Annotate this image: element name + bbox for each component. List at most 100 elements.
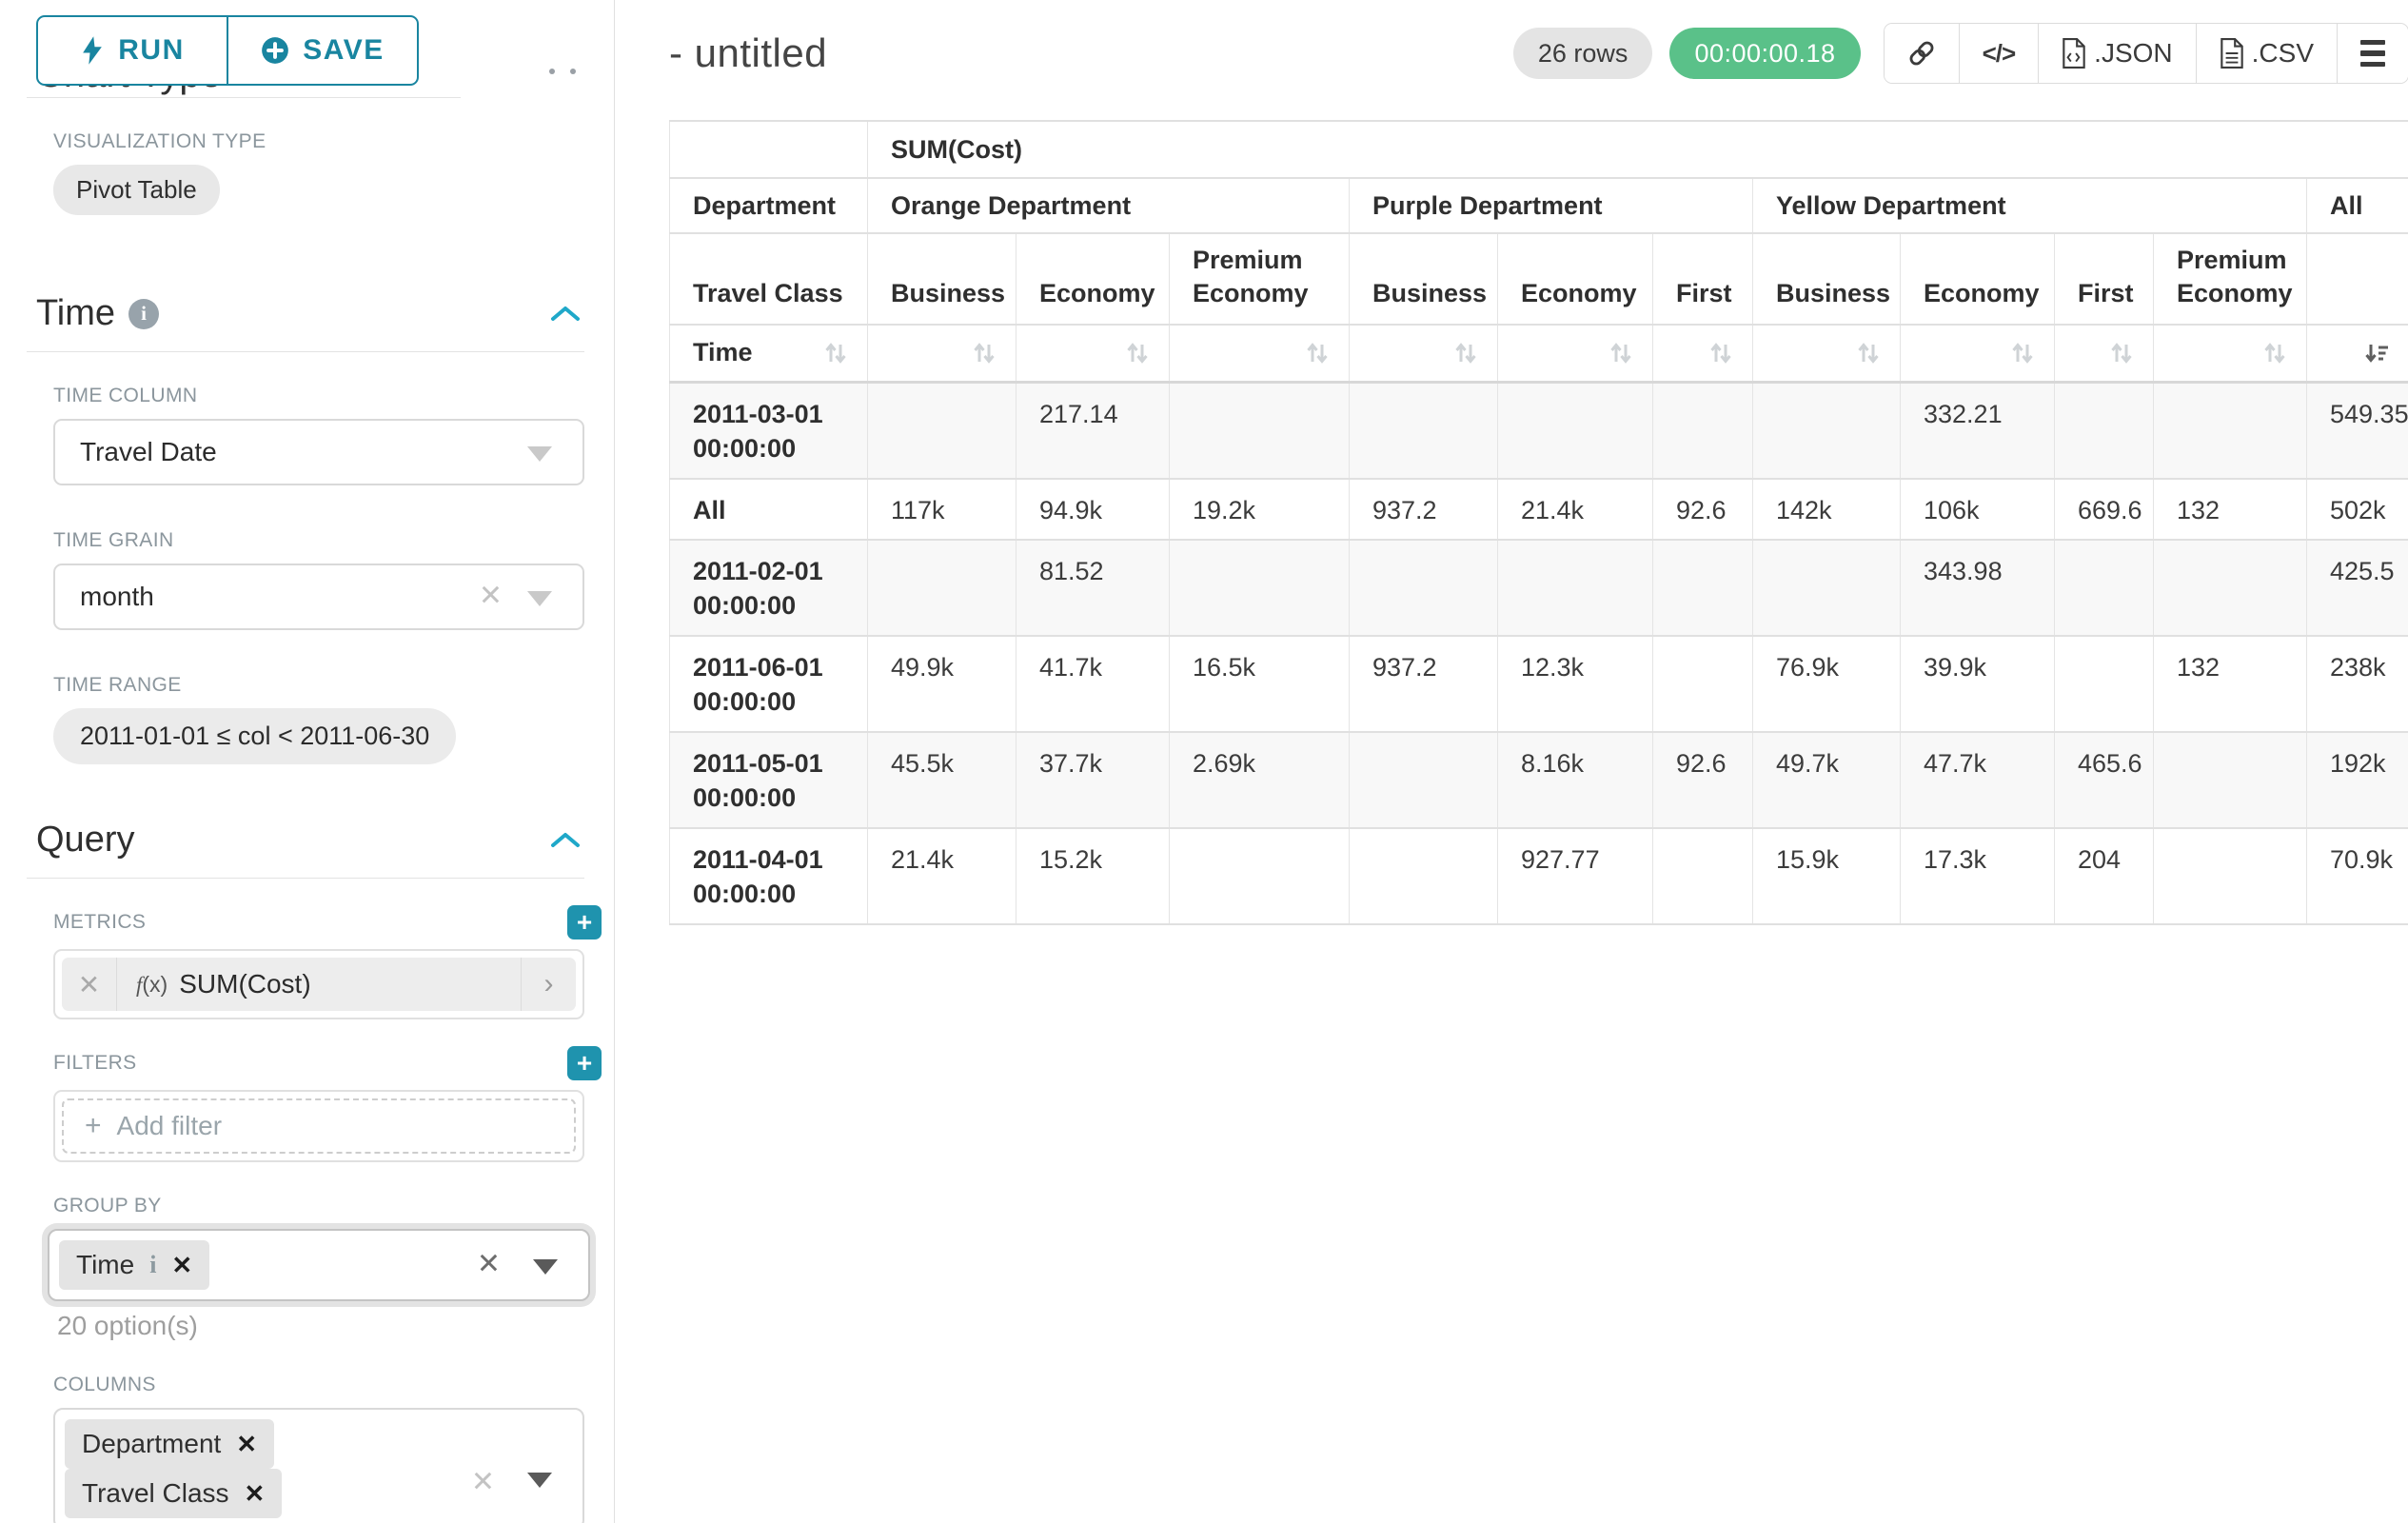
menu-button[interactable] [2337, 24, 2408, 83]
value-cell [1169, 381, 1350, 480]
travel-class-header [2306, 231, 2408, 326]
column-sort-header[interactable] [1652, 324, 1753, 384]
add-filter-plus-button[interactable]: + [567, 1046, 602, 1080]
info-icon: i [128, 298, 160, 329]
filters-label: FILTERS [53, 1052, 137, 1074]
column-sort-header[interactable] [2054, 324, 2154, 384]
travel-class-header: First [2054, 231, 2154, 326]
remove-tag-icon[interactable]: ✕ [244, 1479, 266, 1508]
travel-class-header: Premium Economy [1169, 231, 1350, 326]
table-row: 2011-04-01 00:00:00 21.4k 15.2k 927.77 15.9k… [669, 826, 2408, 925]
value-cell [1652, 634, 1753, 733]
link-icon [1909, 41, 1934, 66]
sort-icon [1127, 343, 1148, 364]
export-csv-button[interactable]: .CSV [2195, 24, 2337, 83]
export-json-button[interactable]: .JSON [2038, 24, 2196, 83]
group-by-options-count: 20 option(s) [57, 1311, 198, 1340]
column-sort-header[interactable] [1016, 324, 1170, 384]
sort-icon [1307, 343, 1328, 364]
value-cell: 21.4k [1497, 477, 1653, 542]
travel-class-header: Business [867, 231, 1016, 326]
embed-code-button[interactable]: </> [1958, 24, 2039, 83]
columns-label: COLUMNS [53, 1374, 156, 1395]
row-key-cell: 2011-05-01 00:00:00 [669, 730, 868, 829]
value-cell: 94.9k [1016, 477, 1170, 542]
chevron-right-icon[interactable]: › [521, 958, 576, 1011]
sort-icon [974, 343, 995, 364]
row-count-badge: 26 rows [1512, 28, 1653, 79]
corner-cell [669, 120, 868, 179]
time-column-select[interactable]: Travel Date [53, 419, 584, 485]
filters-box: + Add filter [53, 1090, 584, 1162]
column-sort-header[interactable] [1497, 324, 1653, 384]
copy-link-button[interactable] [1884, 24, 1959, 83]
remove-tag-icon[interactable]: ✕ [171, 1251, 193, 1279]
info-icon: i [149, 1251, 157, 1278]
value-cell: 41.7k [1016, 634, 1170, 733]
columns-select[interactable]: Department ✕ Travel Class ✕ ✕ [53, 1408, 584, 1523]
column-sort-header[interactable] [1752, 324, 1901, 384]
value-cell: 669.6 [2054, 477, 2154, 542]
value-cell [867, 539, 1016, 637]
json-file-icon [2063, 38, 2085, 69]
value-cell: 192k [2306, 730, 2408, 829]
clear-icon[interactable]: ✕ [470, 1466, 495, 1498]
value-cell: 76.9k [1752, 634, 1901, 733]
remove-metric-icon[interactable]: ✕ [62, 958, 117, 1011]
value-cell: 549.35 [2306, 381, 2408, 480]
value-cell: 425.5 [2306, 539, 2408, 637]
travel-class-header-row: Travel Class Business Economy Premium Econo… [669, 231, 2408, 326]
columns-tag[interactable]: Department ✕ [65, 1419, 275, 1469]
value-cell: 106k [1900, 477, 2055, 542]
chevron-up-icon[interactable] [549, 831, 582, 850]
value-cell: 465.6 [2054, 730, 2154, 829]
value-cell [2054, 634, 2154, 733]
value-cell: 142k [1752, 477, 1901, 542]
time-section-header: Time i [36, 293, 585, 334]
group-by-select[interactable]: Time i ✕ ✕ [48, 1229, 590, 1301]
column-sort-header[interactable] [1169, 324, 1350, 384]
function-icon: f(x) [136, 971, 168, 997]
value-cell: 2.69k [1169, 730, 1350, 829]
group-by-tag[interactable]: Time i ✕ [59, 1240, 210, 1290]
time-sort-header[interactable]: Time [669, 324, 868, 384]
remove-tag-icon[interactable]: ✕ [236, 1430, 258, 1458]
value-cell: 45.5k [867, 730, 1016, 829]
value-cell [1652, 826, 1753, 925]
column-sort-header-active[interactable] [2306, 324, 2408, 384]
add-filter-button[interactable]: + Add filter [62, 1098, 576, 1154]
value-cell [2153, 730, 2307, 829]
department-header-row: Department Orange Department Purple Depart… [669, 177, 2408, 234]
value-cell: 92.6 [1652, 730, 1753, 829]
caret-down-icon [533, 1259, 558, 1275]
value-cell [1652, 381, 1753, 480]
sort-icon [2111, 343, 2132, 364]
column-sort-header[interactable] [867, 324, 1016, 384]
value-cell [1349, 381, 1498, 480]
add-metric-button[interactable]: + [567, 905, 602, 940]
chart-title[interactable]: - untitled [669, 30, 828, 75]
value-cell: 47.7k [1900, 730, 2055, 829]
value-cell: 332.21 [1900, 381, 2055, 480]
clear-icon[interactable]: ✕ [476, 1248, 501, 1280]
viz-type-chip[interactable]: Pivot Table [53, 165, 220, 215]
time-range-chip[interactable]: 2011-01-01 ≤ col < 2011-06-30 [53, 708, 457, 764]
save-button[interactable]: SAVE [227, 15, 419, 86]
value-cell [2054, 381, 2154, 480]
clear-icon[interactable]: ✕ [478, 580, 503, 612]
section-divider [27, 351, 584, 352]
value-cell: 132 [2153, 634, 2307, 733]
columns-tag[interactable]: Travel Class ✕ [65, 1469, 283, 1518]
run-button[interactable]: RUN [36, 15, 227, 86]
value-cell [1169, 826, 1350, 925]
value-cell: 238k [2306, 634, 2408, 733]
column-sort-header[interactable] [2153, 324, 2307, 384]
sort-icon [2264, 343, 2285, 364]
metric-pill[interactable]: ✕ f(x) SUM(Cost) › [62, 958, 576, 1011]
column-sort-header[interactable] [1349, 324, 1498, 384]
column-sort-header[interactable] [1900, 324, 2055, 384]
time-grain-select[interactable]: month ✕ [53, 564, 584, 630]
value-cell [1349, 826, 1498, 925]
value-cell: 39.9k [1900, 634, 2055, 733]
chevron-up-icon[interactable] [549, 305, 582, 324]
